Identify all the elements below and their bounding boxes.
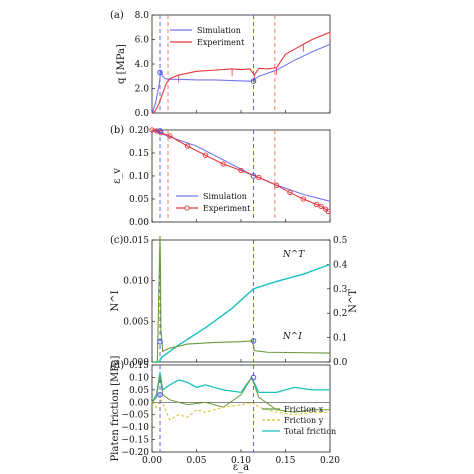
legend-simulation-label: Simulation: [197, 26, 241, 35]
panel-c-ytick-label: 0.010: [123, 277, 149, 287]
series-total-friction-line: [151, 372, 330, 403]
panel-c-ylabel-right: N^T: [348, 289, 359, 313]
experiment-point: [220, 161, 226, 167]
panel-a-label: (a): [110, 10, 124, 21]
legend-experiment-marker: [184, 205, 190, 211]
panel-d-ytick-label: −0.05: [121, 411, 149, 421]
experiment-point: [273, 182, 280, 188]
state-marker: [250, 78, 257, 84]
panel-c-ytick-right-label: 0.5: [333, 236, 348, 246]
panel-d-ytick-label: −0.15: [121, 436, 149, 446]
state-marker: [250, 173, 257, 179]
experiment-point: [318, 203, 324, 210]
panel-d-ytick-label: 0.00: [129, 398, 149, 408]
panel-b-ytick-label: 0.05: [129, 195, 149, 205]
legend-label-0: Friction x: [284, 405, 324, 414]
panel-c-ytick-label: 0.005: [123, 317, 149, 327]
panel-d-ytick-label: −0.20: [121, 448, 149, 458]
legend-simulation-label: Simulation: [203, 192, 247, 201]
experiment-point: [202, 152, 209, 158]
panel-c-ytick-right-label: 0.3: [333, 285, 348, 295]
experiment-point: [300, 196, 306, 202]
panel-c-ytick-right-label: 0.4: [333, 260, 348, 270]
series-friction-y-line: [151, 398, 330, 421]
series-simulation-line: [151, 43, 331, 114]
series-experiment-line: [151, 31, 331, 114]
experiment-point: [184, 143, 191, 149]
panel-c-ytick-label: 0.015: [123, 236, 149, 246]
state-marker: [250, 338, 257, 344]
panel-a-ytick-label: 6.0: [135, 36, 150, 46]
annotation-NT: N^T: [282, 250, 305, 260]
series-NI-line: [152, 235, 331, 363]
panel-d-ytick-label: −0.10: [121, 423, 149, 433]
panel-a-ytick-label: 2.0: [135, 85, 150, 95]
panel-c-ytick-right-label: 0.2: [333, 309, 347, 319]
experiment-point: [238, 167, 244, 174]
panel-c-ylabel-left: N^I: [110, 290, 121, 311]
state-marker: [157, 69, 163, 76]
experiment-point: [325, 208, 331, 215]
panel-a-ylabel: q [MPa]: [116, 44, 127, 84]
panel-d-ytick-label: 0.15: [129, 361, 149, 371]
state-marker: [250, 374, 257, 381]
panel-d-xtick-label: 0.10: [231, 456, 251, 466]
panel-d-label: (d): [110, 360, 124, 371]
state-marker: [157, 338, 163, 345]
panel-d-xtick-label: 0.20: [320, 456, 340, 466]
panel-b-ytick-label: 0.10: [129, 172, 149, 182]
legend-label-2: Total friction: [284, 427, 336, 436]
panel-c-ytick-right-label: 0.1: [333, 334, 347, 344]
panel-d-xtick-label: 0.05: [186, 456, 206, 466]
annotation-NI: N^I: [282, 332, 302, 342]
panel-a-ytick-label: 0.0: [135, 109, 150, 119]
panel-a-ytick-label: 4.0: [135, 60, 150, 70]
experiment-point: [313, 201, 320, 208]
panel-d-xtick-label: 0.15: [275, 456, 295, 466]
panel-d-ytick-label: 0.10: [129, 373, 149, 383]
experiment-point: [167, 133, 173, 139]
series-NT-line: [152, 263, 331, 363]
panel-b-ytick-label: 0.15: [129, 149, 149, 159]
state-marker: [157, 392, 163, 398]
panel-d-ytick-label: 0.05: [129, 386, 149, 396]
experiment-point: [256, 174, 262, 181]
panel-b-ylabel: ε_v: [112, 168, 123, 184]
experiment-point: [153, 128, 160, 134]
panel-d-xtick-label: 0.00: [142, 456, 162, 466]
legend-label-1: Friction y: [284, 416, 324, 425]
panel-d-ylabel: Platen friction [MPa]: [110, 355, 121, 461]
panel-b-label: (b): [110, 125, 124, 136]
experiment-point: [287, 189, 293, 196]
legend-experiment-label: Experiment: [203, 204, 251, 213]
panel-d-xlabel: ε_a: [233, 462, 249, 473]
legend-experiment-label: Experiment: [197, 38, 245, 47]
panel-c-ytick-label: 0.000: [123, 358, 149, 368]
panel-a-ytick-label: 8.0: [135, 11, 150, 21]
panel-b-ytick-label: 0.20: [129, 126, 149, 136]
panel-c-label: (c): [110, 235, 124, 246]
panel-b-ytick-label: 0.00: [129, 218, 149, 228]
state-marker: [157, 128, 163, 134]
panel-c-ytick-right-label: 0.0: [333, 358, 348, 368]
